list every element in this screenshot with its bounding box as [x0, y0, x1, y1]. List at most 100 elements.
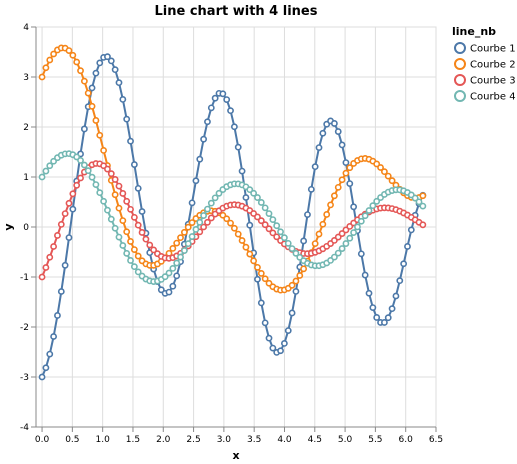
data-point — [319, 129, 327, 137]
data-point — [257, 217, 265, 225]
data-point — [400, 260, 408, 268]
data-point — [130, 246, 138, 253]
data-point — [173, 239, 181, 247]
data-point — [200, 135, 208, 143]
data-point — [292, 277, 300, 285]
data-point — [134, 221, 142, 229]
data-point — [165, 269, 173, 277]
data-point — [315, 230, 323, 238]
data-point — [284, 327, 292, 334]
data-point — [100, 197, 108, 205]
data-point — [346, 234, 354, 242]
data-point — [261, 204, 269, 212]
data-point — [411, 194, 419, 202]
data-point — [280, 339, 288, 347]
data-point — [150, 246, 158, 254]
data-point — [204, 118, 211, 126]
axes: 0.0 0.5 1.0 1.5 2.0 2.5 3.0 3.5 4.0 4.5 5.0 5.5 6.0 6… — [20, 23, 443, 445]
data-point — [292, 287, 300, 295]
x-tick-label: 4.0 — [277, 435, 292, 445]
data-point — [119, 96, 127, 103]
legend-label: Courbe 2 — [470, 60, 516, 71]
data-point — [188, 199, 196, 207]
data-point — [250, 189, 258, 197]
x-tick-label: 5.0 — [338, 435, 353, 445]
data-point — [277, 347, 284, 355]
data-point — [38, 73, 46, 81]
series-line — [41, 162, 424, 278]
data-point — [419, 192, 427, 200]
data-point — [119, 217, 127, 224]
data-point — [204, 218, 211, 226]
data-point — [138, 229, 146, 236]
data-point — [346, 164, 354, 172]
data-point — [127, 238, 134, 245]
legend-symbol — [454, 90, 466, 102]
y-tick-label: 1 — [23, 173, 29, 183]
data-point — [415, 198, 423, 206]
data-point — [38, 373, 46, 381]
data-point — [80, 77, 88, 85]
data-point — [261, 275, 269, 283]
data-point — [57, 288, 65, 295]
data-point — [230, 224, 238, 232]
data-point — [42, 264, 50, 271]
data-point — [50, 243, 57, 250]
x-tick-label: 1.0 — [96, 435, 111, 445]
data-point — [238, 237, 246, 244]
data-point — [380, 319, 388, 326]
data-point — [161, 273, 169, 281]
legend-label: Courbe 3 — [470, 76, 516, 87]
data-point — [292, 249, 300, 257]
data-point — [365, 207, 373, 214]
data-point — [219, 90, 227, 98]
data-point — [338, 245, 346, 252]
data-point — [204, 205, 211, 213]
data-point — [69, 205, 77, 213]
data-point — [42, 364, 50, 372]
x-tick-label: 6.5 — [429, 435, 443, 445]
data-point — [192, 225, 200, 233]
data-point — [288, 309, 296, 317]
data-point — [311, 240, 319, 247]
data-point — [42, 64, 50, 72]
data-point — [338, 141, 346, 149]
legend-label: Courbe 4 — [470, 92, 516, 103]
data-point — [273, 233, 281, 241]
data-point — [242, 243, 250, 251]
data-point — [373, 197, 381, 205]
series-group — [38, 44, 427, 381]
data-point — [254, 213, 261, 221]
data-point — [184, 240, 192, 248]
data-point — [46, 56, 54, 64]
data-point — [215, 189, 223, 197]
data-point — [342, 226, 350, 234]
data-point — [77, 174, 84, 182]
data-point — [123, 228, 131, 236]
data-point — [419, 202, 427, 210]
data-point — [211, 94, 219, 102]
data-point — [265, 334, 273, 342]
data-point — [84, 89, 92, 97]
data-point — [169, 282, 177, 290]
data-point — [92, 117, 100, 124]
legend-symbol — [454, 42, 466, 54]
data-point — [261, 221, 269, 229]
data-point — [246, 186, 254, 194]
data-point — [330, 120, 338, 127]
data-point — [119, 242, 127, 249]
x-tick-label: 2.5 — [186, 435, 200, 445]
legend-label: Courbe 1 — [470, 44, 516, 55]
data-point — [227, 107, 234, 115]
data-point — [265, 225, 273, 233]
data-point — [88, 102, 96, 110]
data-point — [384, 314, 392, 322]
data-point — [46, 253, 54, 261]
data-point — [338, 230, 346, 237]
data-point — [342, 169, 350, 177]
data-point — [257, 299, 265, 307]
data-point — [269, 344, 277, 352]
data-point — [307, 185, 315, 193]
data-point — [77, 67, 84, 75]
